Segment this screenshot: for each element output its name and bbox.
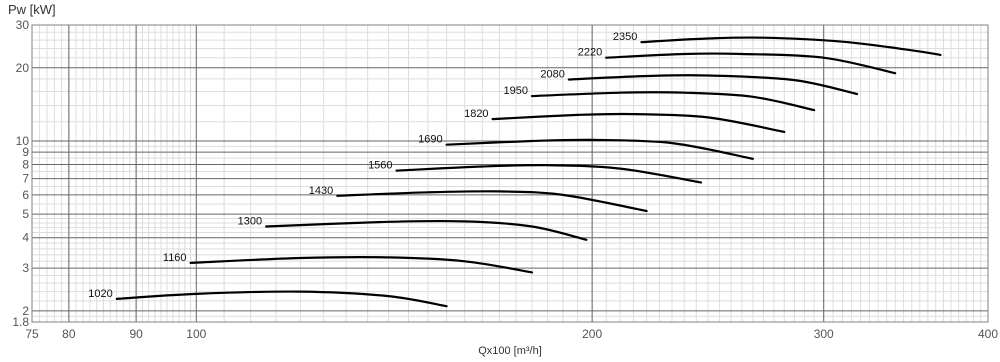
y-tick-label: 6 <box>22 188 29 202</box>
x-tick-label: 400 <box>978 327 998 341</box>
major-gridlines <box>31 24 989 323</box>
curve-label-1560: 1560 <box>368 160 392 172</box>
plot-frame <box>31 24 989 323</box>
curve-label-1020: 1020 <box>88 288 112 300</box>
x-tick-label: 80 <box>62 327 76 341</box>
curve-1560 <box>395 164 703 184</box>
curve-1820 <box>491 112 786 133</box>
y-axis-title: Pw [kW] <box>8 2 56 17</box>
series-layer: 1020 1160 1300 1430 1560 1690 1820 1950 2080 2220… <box>88 31 942 308</box>
curve-1430 <box>336 190 648 213</box>
y-tick-label: 9 <box>22 145 29 159</box>
x-tick-label: 200 <box>582 327 602 341</box>
curve-label-2350: 2350 <box>613 31 637 43</box>
y-tick-label: 1.8 <box>12 315 29 329</box>
y-tick-label: 20 <box>16 61 30 75</box>
curve-label-1690: 1690 <box>418 134 442 146</box>
curve-1020 <box>115 290 448 308</box>
curve-label-1820: 1820 <box>464 108 488 120</box>
x-tick-label: 90 <box>129 327 143 341</box>
curve-1950 <box>530 91 816 112</box>
x-tick-label: 75 <box>25 327 39 341</box>
curve-1690 <box>445 138 754 160</box>
y-tick-label: 10 <box>16 134 30 148</box>
curve-label-2080: 2080 <box>540 69 564 81</box>
curve-1160 <box>189 255 534 274</box>
curve-1300 <box>265 219 588 241</box>
curve-2350 <box>640 36 942 56</box>
y-tick-label: 8 <box>22 158 29 172</box>
y-tick-label: 4 <box>22 231 29 245</box>
curve-label-1430: 1430 <box>309 185 333 197</box>
y-tick-label: 7 <box>22 172 29 186</box>
y-tick-label: 3 <box>22 261 29 275</box>
x-tick-label: 300 <box>814 327 834 341</box>
y-tick-label: 30 <box>16 18 30 32</box>
curve-2220 <box>605 52 897 75</box>
curve-2080 <box>567 74 859 96</box>
curve-label-1950: 1950 <box>503 85 527 97</box>
curve-label-1160: 1160 <box>163 252 187 264</box>
curve-label-1300: 1300 <box>238 215 262 227</box>
curve-label-2220: 2220 <box>578 47 602 59</box>
x-tick-labels: 75 80 90 100 200 300 400 <box>25 327 998 341</box>
y-tick-label: 2 <box>22 304 29 318</box>
y-tick-label: 5 <box>22 207 29 221</box>
x-axis-title: Qx100 [m³/h] <box>478 345 542 357</box>
x-tick-label: 100 <box>186 327 206 341</box>
minor-gridlines <box>32 25 988 322</box>
